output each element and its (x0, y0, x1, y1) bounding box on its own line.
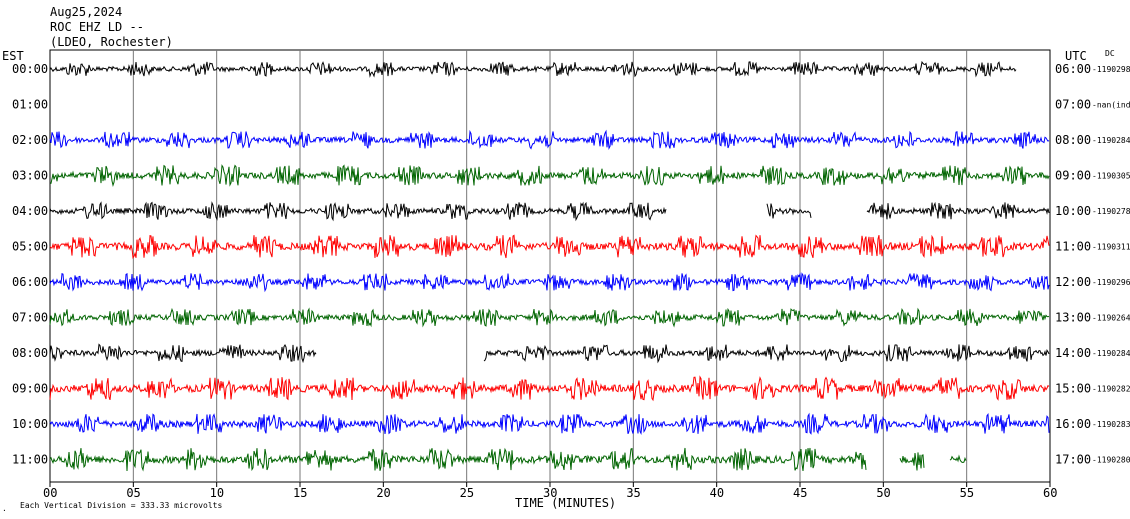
offset-label-1: -nan(ind (1092, 101, 1130, 110)
trace-row-4-segment-2 (866, 201, 1050, 220)
x-tick-label-3: 15 (293, 486, 307, 500)
x-tick-label-12: 60 (1043, 486, 1057, 500)
trace-row-4-segment-0 (49, 201, 667, 222)
trace-row-11-segment-1 (899, 452, 925, 471)
utc-label-3: 09:00 (1055, 169, 1091, 183)
offset-label-0: -1190298 (1092, 65, 1130, 74)
offset-label-6: -1190296 (1092, 278, 1130, 287)
x-tick-label-0: 00 (43, 486, 57, 500)
utc-label-11: 17:00 (1055, 453, 1091, 467)
dc-label: DC (1105, 49, 1115, 58)
utc-label-5: 11:00 (1055, 240, 1091, 254)
est-label-2: 02:00 (12, 133, 48, 147)
est-label-3: 03:00 (12, 169, 48, 183)
est-label-5: 05:00 (12, 240, 48, 254)
est-label-10: 10:00 (12, 417, 48, 431)
utc-label-9: 15:00 (1055, 382, 1091, 396)
x-axis-title: TIME (MINUTES) (515, 496, 616, 510)
vertical-gridlines (132, 50, 968, 482)
trace-row-8-segment-1 (483, 344, 1050, 364)
trace-row-10-segment-0 (49, 412, 1050, 435)
utc-label-2: 08:00 (1055, 133, 1091, 147)
utc-label-1: 07:00 (1055, 98, 1091, 112)
trace-row-7-segment-0 (49, 307, 1050, 328)
offset-label-3: -1190305 (1092, 172, 1130, 181)
utc-label-8: 14:00 (1055, 346, 1091, 360)
offset-label-2: -1190284 (1092, 136, 1130, 145)
offset-label-4: -1190278 (1092, 207, 1130, 216)
scale-note: Each Vertical Division = 333.33 microvol… (20, 501, 222, 510)
est-label-4: 04:00 (12, 204, 48, 218)
scale-note-marker: . (2, 504, 7, 513)
seismic-traces (49, 60, 1050, 472)
est-label-1: 01:00 (12, 98, 48, 112)
trace-row-11-segment-0 (49, 447, 867, 472)
trace-row-2-segment-0 (49, 129, 1050, 151)
header-network: (LDEO, Rochester) (50, 35, 173, 49)
offset-label-5: -1190311 (1092, 243, 1130, 252)
utc-label-0: 06:00 (1055, 62, 1091, 76)
trace-row-6-segment-0 (49, 272, 1050, 293)
trace-row-11-segment-2 (949, 454, 967, 464)
x-tick-label-1: 05 (126, 486, 140, 500)
est-label-9: 09:00 (12, 382, 48, 396)
x-tick-label-2: 10 (210, 486, 224, 500)
x-axis-ticks: 00 05 10 15 20 25 30 35 40 45 50 55 60 (43, 482, 1057, 500)
header-station: ROC EHZ LD -- (50, 20, 144, 34)
offset-label-11: -1190280 (1092, 456, 1130, 465)
header-date: Aug25,2024 (50, 5, 122, 19)
x-tick-label-10: 50 (876, 486, 890, 500)
left-timezone-label: EST (2, 49, 24, 63)
offset-label-8: -1190284 (1092, 349, 1130, 358)
trace-row-3-segment-0 (49, 164, 1050, 188)
utc-label-7: 13:00 (1055, 311, 1091, 325)
x-tick-label-5: 25 (460, 486, 474, 500)
x-tick-label-7: 35 (626, 486, 640, 500)
right-timezone-label: UTC (1065, 49, 1087, 63)
est-label-11: 11:00 (12, 453, 48, 467)
trace-row-5-segment-0 (49, 234, 1050, 260)
trace-row-4-segment-1 (766, 203, 812, 219)
est-label-7: 07:00 (12, 311, 48, 325)
x-tick-label-4: 20 (376, 486, 390, 500)
trace-row-9-segment-0 (49, 375, 1050, 402)
x-tick-label-9: 45 (793, 486, 807, 500)
x-tick-label-6: 30 (543, 486, 557, 500)
x-tick-label-8: 40 (710, 486, 724, 500)
trace-row-0-segment-0 (49, 60, 1017, 78)
utc-label-10: 16:00 (1055, 417, 1091, 431)
offset-label-9: -1190282 (1092, 385, 1130, 394)
est-label-6: 06:00 (12, 275, 48, 289)
utc-label-4: 10:00 (1055, 204, 1091, 218)
est-label-0: 00:00 (12, 62, 48, 76)
trace-row-8-segment-0 (49, 343, 317, 364)
utc-label-6: 12:00 (1055, 275, 1091, 289)
x-tick-label-11: 55 (960, 486, 974, 500)
est-label-8: 08:00 (12, 346, 48, 360)
offset-label-7: -1190264 (1092, 314, 1130, 323)
offset-label-10: -1190283 (1092, 420, 1130, 429)
